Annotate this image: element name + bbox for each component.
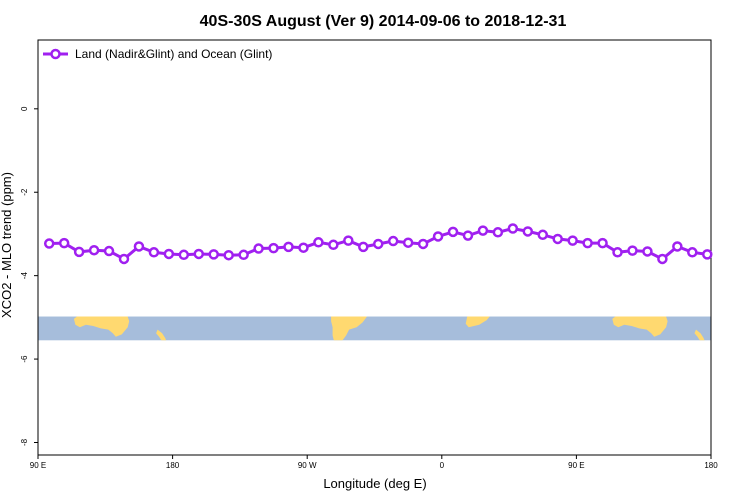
data-point (358, 241, 369, 253)
data-point (582, 237, 593, 249)
data-point (642, 246, 653, 257)
data-point (402, 237, 414, 248)
y-tick-label-2: -4 (20, 272, 29, 280)
data-point (133, 241, 145, 252)
data-point (372, 238, 384, 250)
x-tick-label-0: 90 E (30, 461, 46, 470)
x-axis-label: Longitude (deg E) (323, 476, 426, 491)
data-point (702, 249, 713, 260)
data-point (73, 246, 85, 258)
x-tick-label-5: 180 (704, 461, 718, 470)
legend-label: Land (Nadir&Glint) and Ocean (Glint) (75, 47, 272, 61)
data-point (462, 230, 474, 241)
ocean-background (38, 316, 711, 341)
data-point (238, 249, 249, 261)
x-tick-label-2: 90 W (298, 461, 317, 470)
legend: Land (Nadir&Glint) and Ocean (Glint) (43, 47, 272, 61)
x-axis: 90 E 180 90 W 0 90 E 180 (30, 455, 718, 470)
plot-frame (37, 39, 712, 456)
x-tick-label-4: 90 E (568, 461, 584, 470)
y-tick-label-0: 0 (20, 106, 29, 111)
data-point (612, 247, 623, 258)
data-point (507, 223, 519, 234)
y-tick-label-1: -2 (20, 188, 29, 196)
data-point (447, 226, 459, 238)
data-point (193, 248, 205, 260)
data-point (687, 247, 698, 258)
data-point (567, 235, 578, 246)
data-point (283, 241, 294, 253)
data-point (208, 249, 219, 260)
legend-marker (50, 48, 61, 60)
series-layer (43, 223, 713, 265)
data-point (103, 245, 115, 257)
data-point (223, 249, 234, 261)
data-point (492, 227, 504, 238)
data-point (552, 233, 563, 245)
data-point (178, 249, 190, 261)
land-africa (465, 316, 490, 328)
y-tick-label-3: -6 (20, 355, 29, 363)
data-point (387, 235, 399, 247)
data-point (148, 247, 160, 258)
x-tick-label-3: 0 (440, 461, 445, 470)
land-southamerica (331, 316, 367, 341)
data-point (432, 231, 444, 242)
y-axis: 0 -2 -4 -6 -8 (20, 106, 38, 446)
map-strip (38, 316, 711, 341)
data-point (118, 253, 130, 265)
data-point (43, 238, 55, 249)
data-point (417, 238, 429, 250)
data-point (313, 237, 324, 248)
data-point (328, 239, 339, 251)
y-axis-label: XCO2 - MLO trend (ppm) (0, 172, 14, 318)
data-point (253, 243, 264, 254)
land-australia-repeat (612, 316, 668, 337)
data-point (657, 253, 668, 265)
y-tick-label-4: -8 (20, 438, 29, 446)
data-point (343, 235, 354, 246)
x-tick-label-1: 180 (166, 461, 180, 470)
land-newzealand-repeat (694, 329, 705, 341)
data-point (477, 225, 489, 236)
land-masses (73, 316, 705, 341)
data-point (88, 244, 100, 256)
data-point (58, 237, 70, 249)
data-point (522, 226, 534, 237)
data-point (537, 229, 548, 241)
data-point (268, 242, 279, 254)
data-point (672, 241, 683, 252)
data-point (163, 248, 175, 260)
data-point (627, 245, 638, 256)
land-newzealand (156, 329, 167, 341)
chart-title: 40S-30S August (Ver 9) 2014-09-06 to 201… (200, 13, 567, 30)
land-australia (73, 316, 130, 337)
data-point (298, 242, 309, 253)
data-point (597, 237, 608, 249)
